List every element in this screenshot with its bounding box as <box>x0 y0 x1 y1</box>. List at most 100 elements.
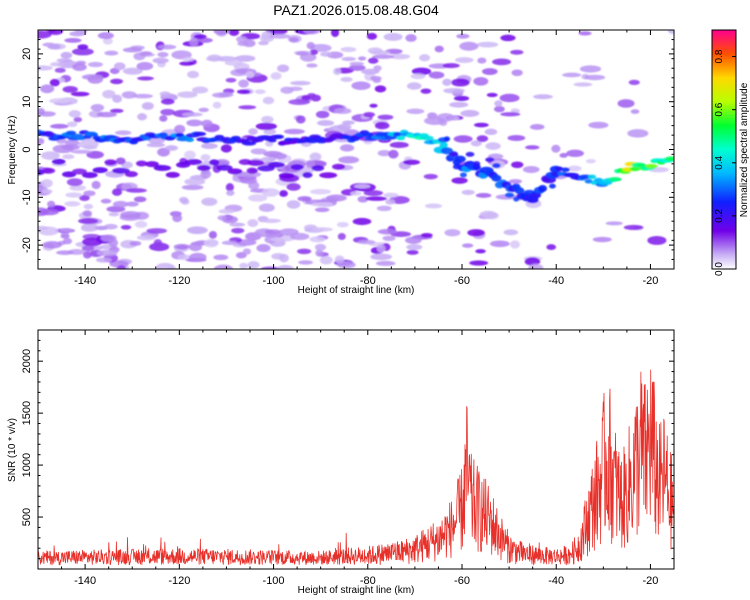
spectrogram-cell <box>245 71 255 78</box>
spectrogram-cell <box>141 102 154 110</box>
spectrogram-cell <box>104 159 117 166</box>
spectrogram-cell <box>311 227 333 232</box>
spectrogram-cell <box>83 251 92 259</box>
spectrogram-cell <box>278 253 289 263</box>
spectrogram-cell <box>41 151 60 160</box>
spectrogram-ridge-cell <box>664 156 674 161</box>
spectrogram-cell <box>81 245 95 252</box>
spectrogram-cell <box>333 107 352 115</box>
spectrogram-cell <box>38 225 49 230</box>
spectrogram-cell <box>179 196 189 204</box>
spectrogram-cell <box>78 217 99 224</box>
spectrogram-cell <box>405 34 417 42</box>
spectrogram-cell <box>363 190 384 196</box>
colorbar-label: Normalized spectral amplitude <box>739 82 750 217</box>
spectrogram-cell <box>443 87 465 94</box>
spectrogram-cell <box>310 188 332 195</box>
spectrogram-cell <box>339 144 355 152</box>
colorbar-gradient <box>711 29 737 270</box>
spectrogram-cell <box>92 167 108 174</box>
spectrogram-cell <box>201 119 213 128</box>
spectrogram-cell <box>112 94 123 103</box>
spectrogram-cell <box>38 65 53 71</box>
y-tick-label: 2000 <box>21 349 33 373</box>
spectrogram-cell <box>283 128 305 135</box>
spectrogram-cell <box>70 149 93 154</box>
spectrogram-cell <box>157 44 177 50</box>
spectrogram-cell <box>160 108 175 116</box>
spectrogram-cell <box>369 50 391 55</box>
spectrogram-cell <box>277 64 290 73</box>
x-tick-label: -140 <box>74 275 96 287</box>
spectrogram-cell <box>420 88 432 94</box>
spectrogram-cell <box>60 51 73 59</box>
spectrogram-cell <box>177 91 198 98</box>
spectrogram-ridge-cell <box>485 157 495 163</box>
spectrogram-cell <box>155 262 175 269</box>
spectrogram-cell <box>91 180 101 190</box>
x-tick-label: -80 <box>360 275 376 287</box>
x-tick-label: -120 <box>168 275 190 287</box>
spectrogram-cell <box>423 173 438 180</box>
spectrogram-cell <box>120 224 132 230</box>
spectrogram-cell <box>62 85 78 93</box>
spectrogram-ridge-cell <box>561 167 570 172</box>
x-tick-label: -60 <box>454 275 470 287</box>
spectrogram-cell <box>316 120 335 127</box>
spectrogram-cell <box>239 262 249 269</box>
snr-y-ticks: 500 1000 1500 2000 <box>21 329 674 560</box>
spectrogram-cell <box>157 147 170 157</box>
spectrogram-ridge-cell <box>526 198 539 204</box>
spectrogram-cell <box>424 203 443 209</box>
spectrogram-cell <box>226 190 235 196</box>
spectrogram-cell <box>357 239 376 245</box>
spectrogram-cell <box>200 154 211 161</box>
spectrogram-cell <box>473 77 489 86</box>
spectrogram-cell <box>340 47 357 53</box>
spectrogram-ridge-cell <box>396 135 406 141</box>
x-tick-label: -120 <box>168 575 190 587</box>
spectrogram-cell <box>349 61 365 66</box>
colorbar-ticks: 0.0 0.2 0.4 0.6 0.8 <box>714 49 736 276</box>
spectrogram-cell <box>449 101 469 108</box>
spectrogram-cell <box>444 229 461 237</box>
spectrogram-cell <box>203 238 219 248</box>
spectrogram-cell <box>533 94 553 100</box>
spectrogram-cell <box>273 152 287 160</box>
spectrogram-cell <box>182 57 194 62</box>
spectrogram-cell <box>242 248 252 255</box>
spectrogram-cell <box>486 92 498 98</box>
spectrogram-cell <box>122 67 143 75</box>
spectrogram-cell <box>377 114 394 120</box>
spectrogram-cell <box>319 255 333 265</box>
x-tick-label: -100 <box>263 575 285 587</box>
spectrogram-cell <box>467 229 485 237</box>
spectrogram-cell <box>551 144 561 153</box>
spectrogram-cell <box>189 252 207 262</box>
spectrogram-cell <box>83 145 98 150</box>
x-tick-label: -80 <box>360 575 376 587</box>
spectrogram-cell <box>96 249 118 257</box>
spectrogram-cell <box>237 41 249 47</box>
spectrogram-cell <box>146 142 166 148</box>
spectrogram-cell <box>86 150 104 159</box>
spectrogram-cell <box>559 153 568 158</box>
spectrogram-cell <box>263 128 277 135</box>
spectrogram-cell <box>376 205 392 212</box>
spectrogram-cell <box>66 178 83 187</box>
spectrogram-ridge-cell <box>504 192 515 198</box>
spectrogram-cell <box>627 129 649 138</box>
spectrogram-cell <box>110 78 124 85</box>
spectrogram-cell <box>62 154 75 160</box>
spectrogram-cell <box>246 167 258 174</box>
spectrogram-cell <box>184 150 196 160</box>
spectrogram-cell <box>477 57 487 64</box>
spectrogram-cell <box>228 30 240 36</box>
spectrogram-cell <box>247 159 265 166</box>
spectrogram-cell <box>289 36 299 43</box>
spectrogram-cell <box>307 93 316 98</box>
y-tick-label: 20 <box>21 48 33 60</box>
spectrogram-cell <box>507 135 526 141</box>
spectrogram-ridge-cell <box>531 193 541 199</box>
